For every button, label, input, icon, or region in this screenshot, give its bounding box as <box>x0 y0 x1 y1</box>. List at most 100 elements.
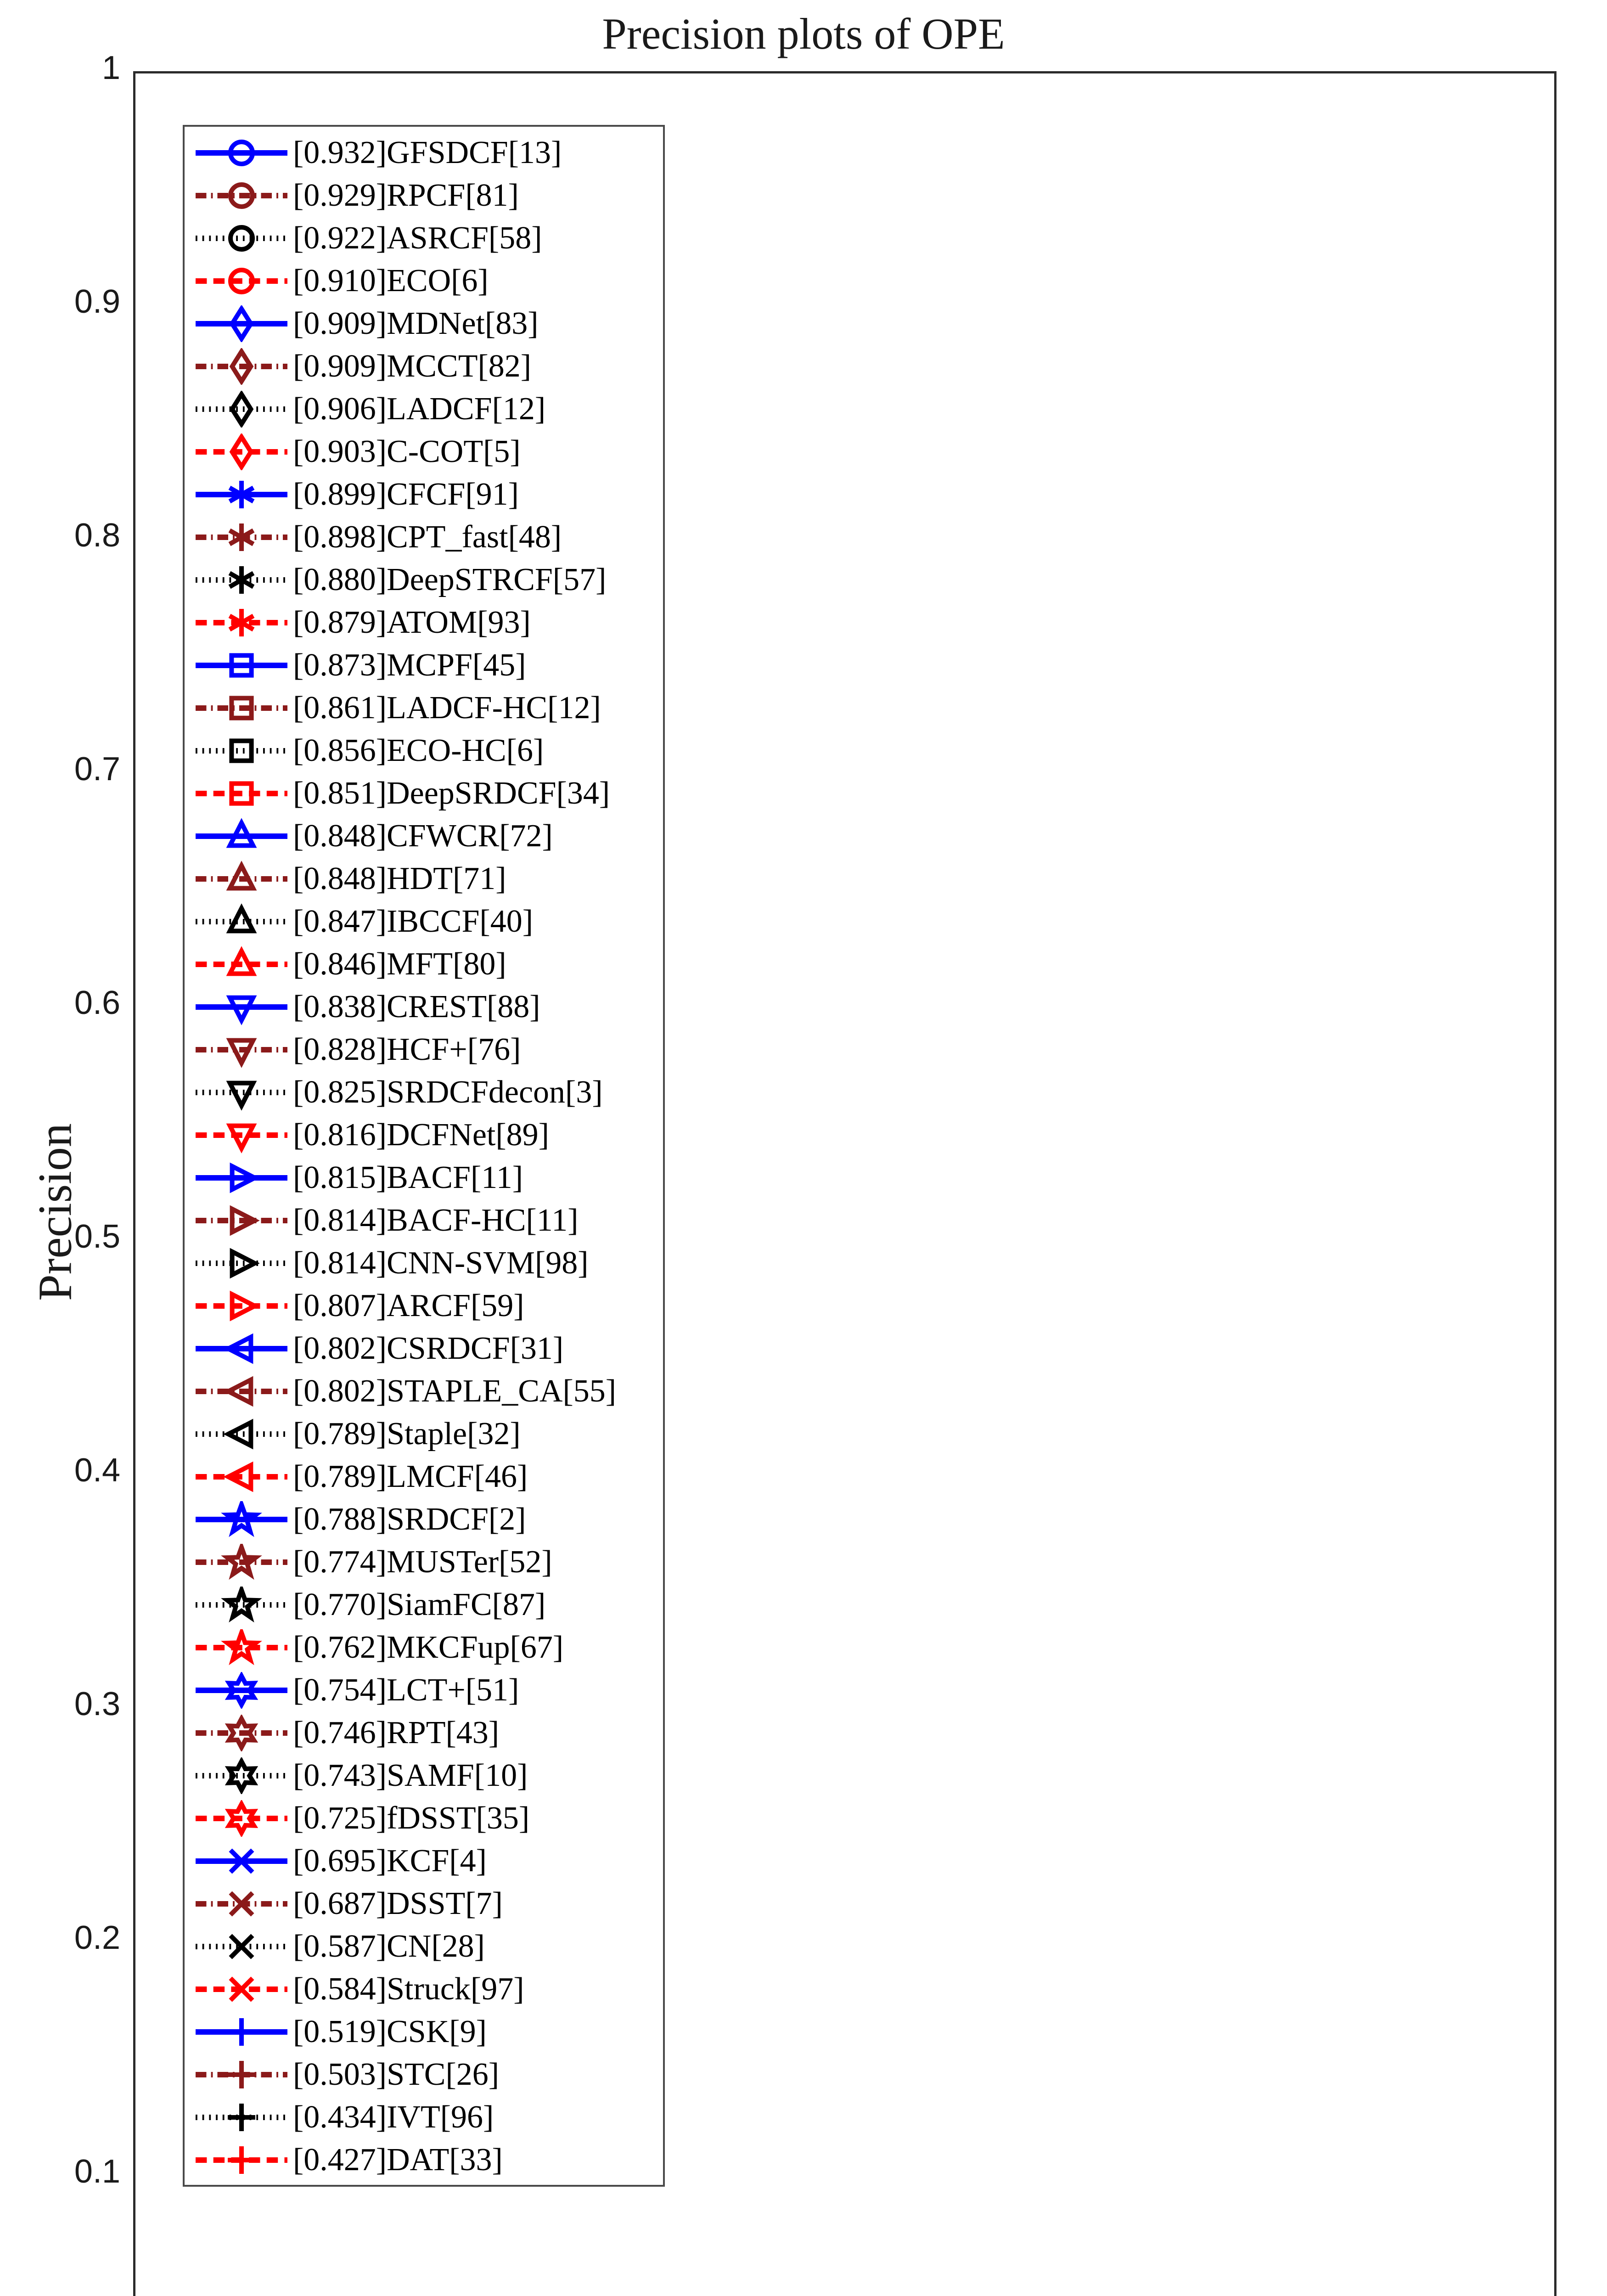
legend-item[interactable]: [0.774]MUSTer[52] <box>185 1540 663 1583</box>
legend-item[interactable]: [0.880]DeepSTRCF[57] <box>185 558 663 601</box>
legend-item[interactable]: [0.503]STC[26] <box>185 2053 663 2096</box>
legend-label: [0.873]MCPF[45] <box>293 647 526 683</box>
legend-line-sample <box>193 1540 290 1581</box>
legend-label: [0.838]CREST[88] <box>293 989 540 1024</box>
legend-item[interactable]: [0.789]LMCF[46] <box>185 1455 663 1498</box>
legend-item[interactable]: [0.848]CFWCR[72] <box>185 815 663 857</box>
legend-item[interactable]: [0.814]BACF-HC[11] <box>185 1199 663 1242</box>
legend-item[interactable]: [0.802]CSRDCF[31] <box>185 1327 663 1370</box>
legend-label: [0.788]SRDCF[2] <box>293 1501 526 1537</box>
legend-item[interactable]: [0.725]fDSST[35] <box>185 1797 663 1840</box>
legend-line-sample <box>193 1843 290 1880</box>
legend-item[interactable]: [0.519]CSK[9] <box>185 2010 663 2053</box>
legend-item[interactable]: [0.754]LCT+[51] <box>185 1669 663 1711</box>
legend-box[interactable]: [0.932]GFSDCF[13] [0.929]RPCF[81] [0.922]A… <box>183 125 665 2187</box>
legend-line-sample <box>193 1159 290 1196</box>
legend-label: [0.807]ARCF[59] <box>293 1288 524 1323</box>
legend-label: [0.695]KCF[4] <box>293 1843 487 1879</box>
legend-label: [0.932]GFSDCF[13] <box>293 135 562 170</box>
legend-label: [0.898]CPT_fast[48] <box>293 519 562 555</box>
legend-line-sample <box>193 817 290 855</box>
legend-line-sample <box>193 1671 290 1710</box>
legend-line-sample <box>193 690 290 726</box>
legend-item[interactable]: [0.788]SRDCF[2] <box>185 1497 663 1541</box>
legend-item[interactable]: [0.909]MDNet[83] <box>185 302 663 345</box>
legend-line-sample <box>193 347 290 386</box>
legend-item[interactable]: [0.687]DSST[7] <box>185 1882 663 1925</box>
legend-item[interactable]: [0.434]IVT[96] <box>185 2096 663 2138</box>
legend-item[interactable]: [0.695]KCF[4] <box>185 1840 663 1882</box>
legend-label: [0.846]MFT[80] <box>293 946 506 982</box>
legend-item[interactable]: [0.815]BACF[11] <box>185 1156 663 1199</box>
legend-label: [0.814]CNN-SVM[98] <box>293 1245 589 1281</box>
legend-item[interactable]: [0.873]MCPF[45] <box>185 644 663 687</box>
legend-item[interactable]: [0.828]HCF+[76] <box>185 1028 663 1071</box>
legend-label: [0.789]LMCF[46] <box>293 1458 528 1494</box>
legend-item[interactable]: [0.909]MCCT[82] <box>185 345 663 388</box>
y-tick-label: 0.8 <box>74 517 120 554</box>
legend-item[interactable]: [0.587]CN[28] <box>185 1925 663 1968</box>
legend-label: [0.725]fDSST[35] <box>293 1800 530 1836</box>
legend-line-sample <box>193 2099 290 2136</box>
legend-item[interactable]: [0.899]CFCF[91] <box>185 473 663 516</box>
legend-line-sample <box>193 945 290 983</box>
legend-line-sample <box>193 476 290 513</box>
legend-label: [0.828]HCF+[76] <box>293 1031 521 1067</box>
legend-line-sample <box>193 1885 290 1922</box>
legend-line-sample <box>193 1245 290 1282</box>
y-tick-label: 0.5 <box>74 1218 120 1255</box>
legend-item[interactable]: [0.851]DeepSRDCF[34] <box>185 772 663 815</box>
legend-item[interactable]: [0.898]CPT_fast[48] <box>185 516 663 558</box>
legend-item[interactable]: [0.932]GFSDCF[13] <box>185 131 663 174</box>
legend-label: [0.802]CSRDCF[31] <box>293 1330 564 1366</box>
legend-line-sample <box>193 647 290 684</box>
legend-item[interactable]: [0.906]LADCF[12] <box>185 388 663 430</box>
legend-item[interactable]: [0.838]CREST[88] <box>185 985 663 1028</box>
legend-item[interactable]: [0.584]Struck[97] <box>185 1968 663 2010</box>
legend-label: [0.848]HDT[71] <box>293 861 506 896</box>
legend-item[interactable]: [0.802]STAPLE_CA[55] <box>185 1370 663 1412</box>
legend-item[interactable]: [0.746]RPT[43] <box>185 1711 663 1754</box>
legend-item[interactable]: [0.427]DAT[33] <box>185 2138 663 2181</box>
legend-item[interactable]: [0.770]SiamFC[87] <box>185 1583 663 1626</box>
legend-item[interactable]: [0.848]HDT[71] <box>185 857 663 900</box>
legend-item[interactable]: [0.825]SRDCFdecon[3] <box>185 1071 663 1114</box>
y-tick-label: 0.9 <box>74 283 120 320</box>
legend-item[interactable]: [0.814]CNN-SVM[98] <box>185 1242 663 1284</box>
legend-item[interactable]: [0.929]RPCF[81] <box>185 174 663 217</box>
legend-item[interactable]: [0.847]IBCCF[40] <box>185 900 663 943</box>
legend-line-sample <box>193 1799 290 1838</box>
legend-item[interactable]: [0.816]DCFNet[89] <box>185 1114 663 1156</box>
legend-item[interactable]: [0.743]SAMF[10] <box>185 1754 663 1797</box>
legend-label: [0.584]Struck[97] <box>293 1971 524 2007</box>
y-tick-label: 0.2 <box>74 1919 120 1956</box>
legend-label: [0.929]RPCF[81] <box>293 177 519 213</box>
legend-label: [0.789]Staple[32] <box>293 1416 521 1452</box>
legend-item[interactable]: [0.789]Staple[32] <box>185 1412 663 1455</box>
legend-item[interactable]: [0.807]ARCF[59] <box>185 1284 663 1327</box>
legend-line-sample <box>193 903 290 940</box>
legend-item[interactable]: [0.861]LADCF-HC[12] <box>185 687 663 729</box>
chart-title: Precision plots of OPE <box>602 9 1005 58</box>
legend-item[interactable]: [0.922]ASRCF[58] <box>185 217 663 259</box>
legend-line-sample <box>193 989 290 1025</box>
legend-item[interactable]: [0.910]ECO[6] <box>185 259 663 302</box>
legend-label: [0.762]MKCFup[67] <box>293 1629 564 1665</box>
legend-label: [0.519]CSK[9] <box>293 2014 487 2049</box>
legend-item[interactable]: [0.762]MKCFup[67] <box>185 1626 663 1669</box>
y-tick-label: 0.4 <box>74 1452 120 1489</box>
legend-label: [0.503]STC[26] <box>293 2056 500 2092</box>
legend-item[interactable]: [0.879]ATOM[93] <box>185 601 663 644</box>
legend-line-sample <box>193 432 290 471</box>
legend-line-sample <box>193 1583 290 1623</box>
legend-item[interactable]: [0.846]MFT[80] <box>185 943 663 985</box>
legend-line-sample <box>193 1117 290 1154</box>
legend-line-sample <box>193 263 290 299</box>
legend-line-sample <box>193 519 290 556</box>
legend-line-sample <box>193 1756 290 1795</box>
legend-label: [0.427]DAT[33] <box>293 2142 503 2178</box>
legend-item[interactable]: [0.903]C-COT[5] <box>185 430 663 473</box>
legend-line-sample <box>193 1497 290 1538</box>
legend-item[interactable]: [0.856]ECO-HC[6] <box>185 729 663 772</box>
legend-line-sample <box>193 177 290 214</box>
